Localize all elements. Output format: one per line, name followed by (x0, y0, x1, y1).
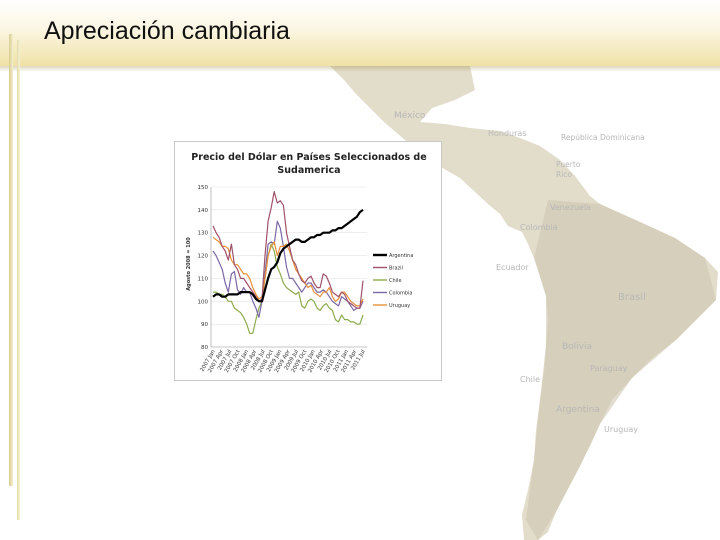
y-tick-label: 110 (198, 276, 209, 282)
y-tick-label: 150 (198, 185, 209, 191)
map-label-venezuela: Venezuela (550, 203, 591, 212)
y-axis-label: Agosto 2008 = 100 (186, 237, 192, 291)
map-label-bolivia: Bolivia (562, 342, 592, 352)
y-tick-label: 120 (198, 254, 209, 260)
legend-label-chile: Chile (389, 278, 402, 284)
map-label-dominicana: República Dominicana (561, 133, 645, 142)
map-label-puerto: Puerto (556, 160, 581, 169)
y-tick-label: 130 (198, 231, 209, 237)
y-tick-label: 80 (201, 345, 208, 351)
chart-title-line-2: Sudamerica (277, 165, 340, 176)
map-label-colombia: Colombia (520, 223, 558, 232)
map-label-ecuador: Ecuador (496, 263, 529, 272)
left-accent-bar (9, 34, 13, 486)
map-label-uruguay: Uruguay (604, 425, 638, 434)
legend: Argentina Brazil Chile Colombia Uruguay (373, 253, 413, 309)
map-label-chile: Chile (520, 375, 540, 384)
y-tick-label: 140 (198, 208, 209, 214)
series-line-brazil (212, 190, 364, 309)
legend-label-argentina: Argentina (389, 253, 413, 259)
south-america-detail (526, 200, 716, 540)
series-line-uruguay (212, 236, 364, 307)
chart-frame: Precio del Dólar en Países Seleccionados… (174, 141, 442, 381)
line-chart: Precio del Dólar en Países Seleccionados… (186, 152, 427, 374)
map-label-argentina: Argentina (556, 405, 600, 415)
chart-title-line-1: Precio del Dólar en Países Seleccionados… (191, 152, 426, 163)
y-gridlines (210, 186, 367, 348)
legend-label-colombia: Colombia (389, 291, 413, 297)
series-lines (212, 190, 364, 334)
title-band (0, 0, 720, 66)
map-label-mexico: México (394, 110, 426, 121)
y-tick-label: 90 (201, 322, 208, 328)
left-accent-bar-inner (17, 40, 20, 520)
map-label-rico: Rico (556, 170, 572, 179)
legend-label-uruguay: Uruguay (389, 303, 410, 309)
map-label-paraguay: Paraguay (590, 364, 628, 373)
map-label-brasil: Brasil (618, 292, 646, 303)
legend-label-brazil: Brazil (389, 266, 403, 272)
series-line-argentina (212, 209, 364, 303)
y-tick-label: 100 (198, 299, 209, 305)
y-tick-labels: 80 90 100 110 120 130 140 150 (198, 185, 209, 351)
series-line-colombia (212, 220, 364, 318)
series-line-chile (213, 243, 364, 334)
title-band-shadow (0, 66, 720, 72)
slide-title: Apreciación cambiaria (44, 17, 290, 45)
map-label-honduras: Honduras (488, 129, 527, 138)
